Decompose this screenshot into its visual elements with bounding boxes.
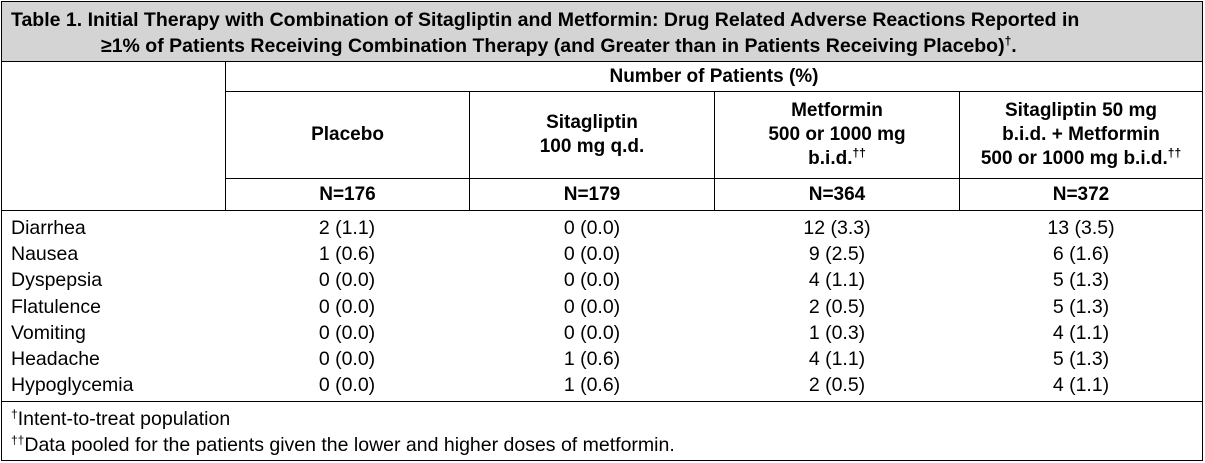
table-caption: Table 1. Initial Therapy with Combinatio…	[2, 2, 1202, 62]
header-metformin-dagger: ††	[852, 146, 866, 160]
footnote-text: Intent-to-treat population	[17, 408, 231, 430]
cell-placebo: 1 (0.6)	[318, 243, 376, 265]
rule-group-bottom	[225, 91, 1202, 92]
header-combination-dagger: ††	[1167, 146, 1182, 160]
cell-metformin: 4 (1.1)	[808, 348, 866, 370]
cell-metformin: 12 (3.3)	[803, 217, 871, 239]
rule-n-row-bottom	[2, 210, 1202, 211]
n-placebo: N=176	[319, 183, 376, 205]
header-metformin-line-3: b.i.d.††	[768, 147, 905, 171]
rule-col-1	[469, 91, 470, 210]
header-placebo-line-1: Placebo	[311, 124, 384, 145]
rule-label-column	[225, 62, 226, 210]
header-sitagliptin-line-2: 100 mg q.d.	[539, 136, 645, 157]
cell-placebo: 0 (0.0)	[318, 322, 376, 344]
cell-sitagliptin: 0 (0.0)	[563, 243, 621, 265]
n-metformin: N=364	[808, 183, 866, 205]
cell-sitagliptin: 0 (0.0)	[563, 217, 621, 239]
header-combination-line-3: 500 or 1000 mg b.i.d.††	[981, 147, 1181, 171]
header-placebo: Placebo	[226, 92, 469, 178]
table-row: Vomiting 0 (0.0) 0 (0.0) 1 (0.3) 4 (1.1)	[2, 320, 1202, 346]
header-combination-line-2: b.i.d. + Metformin	[1002, 124, 1160, 145]
footnote-mark: ††	[11, 433, 25, 447]
footnote-text: Data pooled for the patients given the l…	[24, 434, 675, 456]
cell-combination: 4 (1.1)	[1052, 374, 1110, 396]
row-label: Headache	[11, 348, 100, 370]
footnote: ††Data pooled for the patients given the…	[11, 432, 675, 458]
table-row: Headache 0 (0.0) 1 (0.6) 4 (1.1) 5 (1.3)	[2, 346, 1202, 372]
footnote-mark: †	[11, 407, 18, 421]
header-combination-line-1: Sitagliptin 50 mg	[1004, 100, 1158, 121]
caption-line-2: ≥1% of Patients Receiving Combination Th…	[101, 33, 1017, 59]
table-row: Flatulence 0 (0.0) 0 (0.0) 2 (0.5) 5 (1.…	[2, 294, 1202, 320]
n-sitagliptin: N=179	[563, 183, 621, 205]
header-combination-line-3-text: 500 or 1000 mg b.i.d.	[980, 148, 1168, 169]
cell-metformin: 4 (1.1)	[808, 269, 866, 291]
caption-dagger: †	[1004, 34, 1012, 48]
header-sitagliptin-line-1: Sitagliptin	[546, 112, 638, 133]
caption-line-2-text: ≥1% of Patients Receiving Combination Th…	[101, 35, 1005, 57]
row-label: Vomiting	[11, 322, 86, 344]
cell-placebo: 0 (0.0)	[318, 348, 376, 370]
n-combination: N=372	[1052, 183, 1110, 205]
cell-combination: 4 (1.1)	[1052, 322, 1110, 344]
cell-metformin: 2 (0.5)	[808, 296, 866, 318]
header-combination: Sitagliptin 50 mg b.i.d. + Metformin 500…	[960, 92, 1202, 178]
header-metformin-line-3-text: b.i.d.	[808, 148, 853, 169]
header-metformin-line-1: Metformin	[791, 100, 883, 121]
cell-sitagliptin: 1 (0.6)	[563, 348, 621, 370]
caption-line-1: Table 1. Initial Therapy with Combinatio…	[11, 9, 1080, 31]
cell-combination: 5 (1.3)	[1052, 296, 1110, 318]
cell-metformin: 9 (2.5)	[808, 243, 866, 265]
table-row: Hypoglycemia 0 (0.0) 1 (0.6) 2 (0.5) 4 (…	[2, 372, 1202, 398]
header-metformin-line-2: 500 or 1000 mg	[768, 124, 906, 145]
caption-period: .	[1011, 35, 1017, 57]
row-label: Diarrhea	[11, 217, 86, 239]
row-label: Hypoglycemia	[11, 374, 134, 396]
footnote: †Intent-to-treat population	[11, 406, 230, 432]
row-label: Dyspepsia	[11, 269, 103, 291]
header-group: Number of Patients (%)	[609, 65, 819, 87]
cell-metformin: 2 (0.5)	[808, 374, 866, 396]
cell-sitagliptin: 0 (0.0)	[563, 269, 621, 291]
row-label: Nausea	[11, 243, 79, 265]
table-row: Nausea 1 (0.6) 0 (0.0) 9 (2.5) 6 (1.6)	[2, 241, 1202, 267]
cell-sitagliptin: 0 (0.0)	[563, 322, 621, 344]
rule-col-2	[714, 91, 715, 210]
table-row: Dyspepsia 0 (0.0) 0 (0.0) 4 (1.1) 5 (1.3…	[2, 267, 1202, 293]
cell-placebo: 0 (0.0)	[318, 269, 376, 291]
table-row: Diarrhea 2 (1.1) 0 (0.0) 12 (3.3) 13 (3.…	[2, 215, 1202, 241]
cell-sitagliptin: 1 (0.6)	[563, 374, 621, 396]
cell-placebo: 2 (1.1)	[318, 217, 376, 239]
cell-combination: 6 (1.6)	[1052, 243, 1110, 265]
cell-placebo: 0 (0.0)	[318, 296, 376, 318]
cell-metformin: 1 (0.3)	[808, 322, 866, 344]
rule-body-bottom	[2, 401, 1202, 402]
row-label: Flatulence	[11, 296, 101, 318]
cell-combination: 5 (1.3)	[1052, 348, 1110, 370]
cell-combination: 13 (3.5)	[1047, 217, 1115, 239]
cell-sitagliptin: 0 (0.0)	[563, 296, 621, 318]
rule-header-bottom	[225, 178, 1202, 179]
cell-placebo: 0 (0.0)	[318, 374, 376, 396]
header-sitagliptin: Sitagliptin 100 mg q.d.	[470, 92, 714, 178]
rule-col-3	[959, 91, 960, 210]
header-metformin: Metformin 500 or 1000 mg b.i.d.††	[715, 92, 959, 178]
cell-combination: 5 (1.3)	[1052, 269, 1110, 291]
